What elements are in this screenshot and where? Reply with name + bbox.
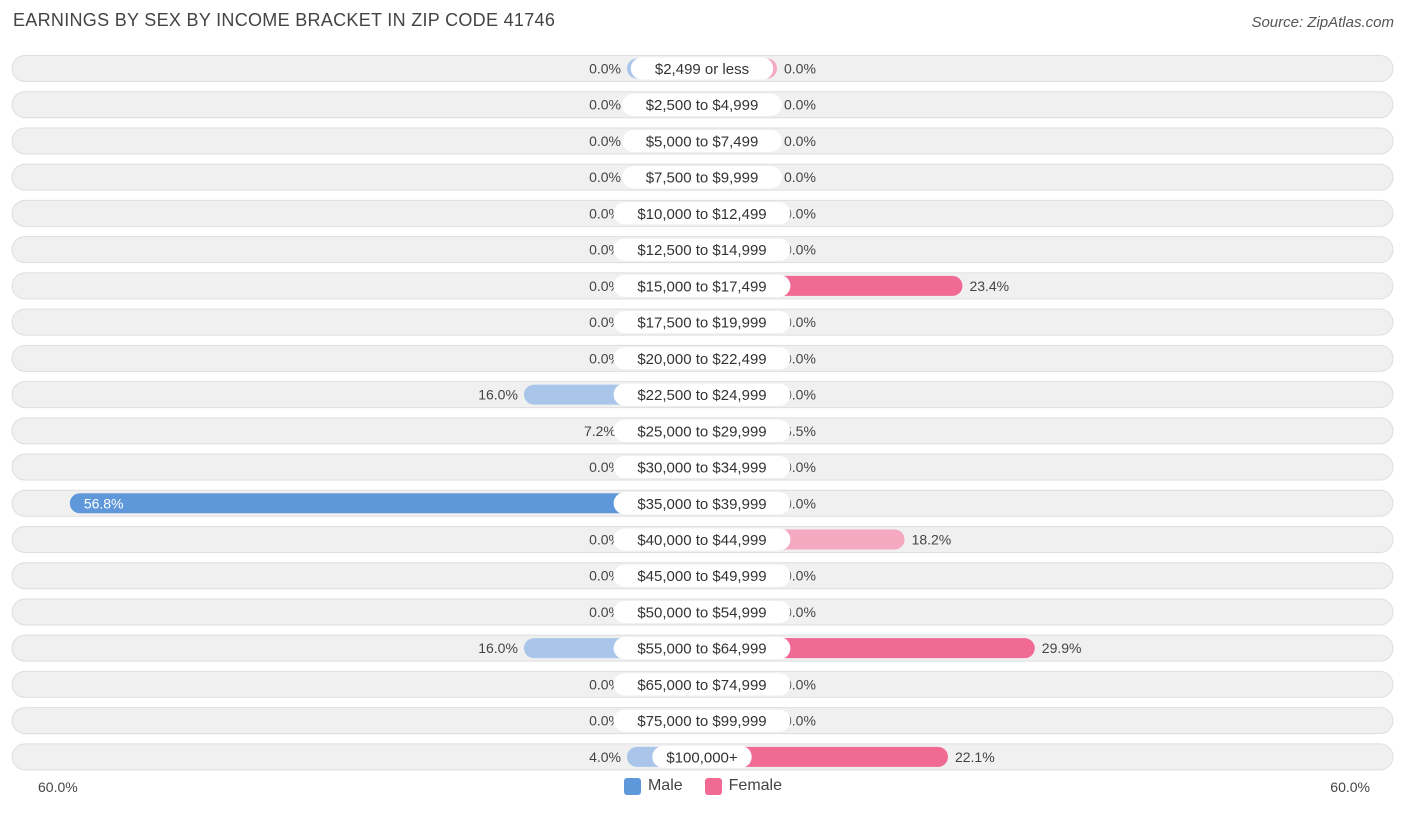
category-label: $12,500 to $14,999 [637,242,766,259]
female-value-label: 0.0% [784,205,816,221]
category-pill [613,456,791,479]
male-value-label: 0.0% [589,568,621,584]
category-label: $50,000 to $54,999 [637,604,766,621]
male-value-label: 0.0% [589,350,621,366]
category-pill [622,166,782,189]
female-value-label: 0.0% [784,495,816,511]
female-value-label: 0.0% [784,676,816,692]
female-swatch [704,777,722,795]
female-value-label: 0.0% [784,459,816,475]
category-label: $17,500 to $19,999 [637,315,766,332]
male-value-label: 0.0% [589,169,621,185]
female-value-label: 0.0% [784,387,816,403]
category-label: $5,000 to $7,499 [646,133,759,150]
female-value-label: 29.9% [1042,640,1082,656]
male-value-label: 0.0% [589,278,621,294]
male-value-label: 0.0% [589,242,621,258]
male-value-label: 0.0% [589,604,621,620]
female-value-label: 0.0% [784,713,816,729]
legend-male-label: Male [647,777,683,794]
axis-right-label: 60.0% [1330,779,1370,795]
male-value-label: 0.0% [589,459,621,475]
category-label: $55,000 to $64,999 [637,641,766,658]
category-label: $2,499 or less [655,61,749,78]
category-pill [613,311,791,334]
female-value-label: 22.1% [955,749,995,765]
male-value-label: 0.0% [589,676,621,692]
category-label: $45,000 to $49,999 [637,568,766,585]
category-pill [613,419,791,442]
category-label: $20,000 to $22,499 [637,351,766,368]
category-label: $22,500 to $24,999 [637,387,766,404]
female-value-label: 18.2% [912,531,952,547]
female-value-label: 0.0% [784,314,816,330]
male-value-label: 0.0% [589,205,621,221]
category-pill [613,637,791,660]
category-label: $65,000 to $74,999 [637,677,766,694]
category-pill [613,202,791,225]
category-label: $35,000 to $39,999 [637,496,766,513]
category-pill [613,274,791,297]
legend-item-male[interactable]: Male [623,777,683,795]
male-value-label: 0.0% [589,314,621,330]
category-pill [613,492,791,515]
male-value-label: 0.0% [589,531,621,547]
female-value-label: 0.0% [784,568,816,584]
category-label: $40,000 to $44,999 [637,532,766,549]
category-pill [613,238,791,261]
category-label: $25,000 to $29,999 [637,423,766,440]
female-value-label: 0.0% [784,133,816,149]
female-value-label: 0.0% [784,61,816,77]
category-pill [613,383,791,406]
category-pill [622,93,782,116]
female-value-label: 0.0% [784,169,816,185]
legend-item-female[interactable]: Female [704,777,783,795]
category-label: $7,500 to $9,999 [646,170,759,187]
category-label: $75,000 to $99,999 [637,713,766,730]
category-pill [613,673,791,696]
female-bar[interactable] [702,746,948,767]
source-label: Source: ZipAtlas.com [1251,14,1394,31]
male-value-label: 7.2% [584,423,616,439]
category-pill [613,528,791,551]
legend-female-label: Female [728,777,783,794]
male-swatch [623,777,641,795]
male-value-label: 0.0% [589,713,621,729]
category-pill [652,745,752,768]
male-bar[interactable] [69,493,703,514]
legend: Male Female [0,777,1406,795]
category-label: $30,000 to $34,999 [637,460,766,477]
chart-title: EARNINGS BY SEX BY INCOME BRACKET IN ZIP… [13,10,556,30]
category-pill [622,129,782,152]
category-label: $10,000 to $12,499 [637,206,766,223]
category-pill [613,709,791,732]
male-value-label: 16.0% [478,640,518,656]
axis-left-label: 60.0% [38,779,78,795]
female-value-label: 0.0% [784,97,816,113]
male-value-label: 4.0% [589,749,621,765]
category-pill [613,564,791,587]
category-label: $2,500 to $4,999 [646,97,759,114]
male-value-label: 16.0% [478,387,518,403]
female-value-label: 6.5% [784,423,816,439]
male-value-label: 0.0% [589,133,621,149]
male-value-label: 0.0% [589,97,621,113]
female-value-label: 0.0% [784,242,816,258]
category-pill [613,347,791,370]
category-pill [613,600,791,623]
male-value-label: 56.8% [84,495,124,511]
category-label: $15,000 to $17,499 [637,278,766,295]
female-value-label: 0.0% [784,604,816,620]
category-pill [630,57,774,80]
category-label: $100,000+ [666,749,738,766]
male-value-label: 0.0% [589,61,621,77]
female-value-label: 23.4% [969,278,1009,294]
female-value-label: 0.0% [784,350,816,366]
